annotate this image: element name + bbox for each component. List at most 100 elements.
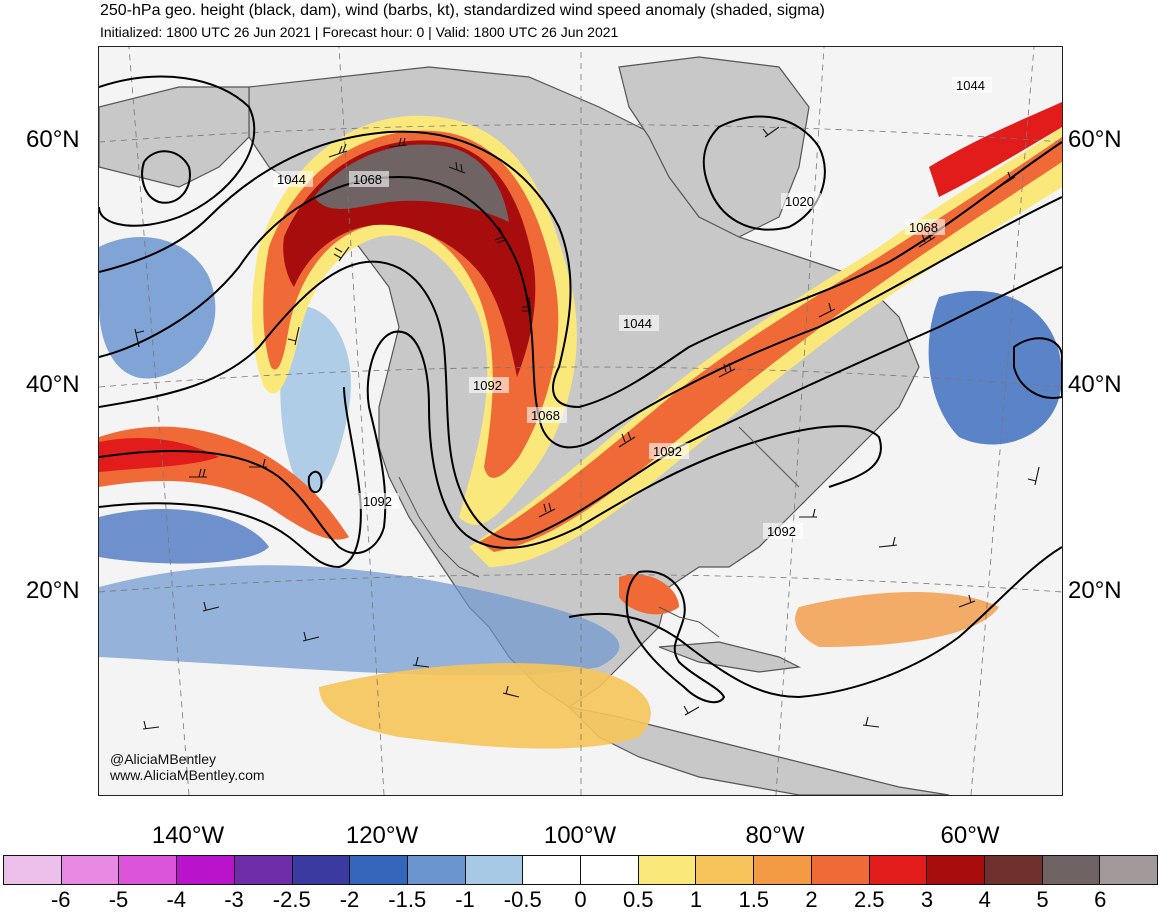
- lat-label-left: 20°N: [26, 577, 80, 604]
- contour-label: 1092: [473, 378, 502, 393]
- colorbar-tick-label: -6: [50, 887, 71, 912]
- cuba-island: [658, 641, 802, 673]
- anomaly-blue-tropics: [99, 565, 620, 676]
- graticule: [99, 47, 1062, 795]
- lon-label: 100°W: [543, 822, 617, 849]
- colorbar-cell: [407, 856, 466, 884]
- anomaly-orange-gulf: [619, 574, 679, 615]
- wind-barb: [538, 502, 556, 518]
- wind-barb: [202, 601, 220, 612]
- colorbar-cell: [465, 856, 524, 884]
- contour-label: 1068: [353, 172, 382, 187]
- colorbar-tick-label: 4: [978, 887, 991, 912]
- colorbar-cell: [927, 856, 985, 884]
- lat-label-left: 40°N: [26, 371, 80, 398]
- colorbar-tick-label: 0.5: [622, 887, 654, 912]
- wind-barb: [134, 328, 145, 348]
- colorbar-cell: [811, 856, 870, 884]
- coastlines: [398, 426, 800, 638]
- colorbar-tick-label: 3: [920, 887, 934, 912]
- credit-website: www.AliciaMBentley.com: [110, 767, 265, 783]
- chart-title: 250-hPa geo. height (black, dam), wind (…: [100, 2, 825, 19]
- anomaly-yellow-tropics: [319, 663, 651, 749]
- anomaly-orange-jet-east: [479, 137, 1062, 552]
- colorbar-tick-label: -3: [224, 887, 244, 912]
- colorbar-tick-label: -5: [108, 887, 129, 912]
- lon-label: 120°W: [345, 822, 419, 849]
- wind-barb: [287, 326, 300, 346]
- anomaly-blue-west: [280, 305, 351, 493]
- anomaly-grey-core: [314, 144, 509, 222]
- colorbar-cell: [292, 856, 351, 884]
- contour-label: 1092: [653, 444, 682, 459]
- contour-label: 1092: [767, 524, 796, 539]
- colorbar-cell: [696, 856, 755, 884]
- lat-label-right: 20°N: [1068, 577, 1122, 604]
- wind-barb: [878, 536, 898, 548]
- contour-label: 1044: [277, 172, 306, 187]
- lon-label: 140°W: [151, 822, 225, 849]
- lat-label-right: 40°N: [1068, 371, 1122, 398]
- lon-label: 80°W: [745, 822, 805, 849]
- wind-barb: [494, 226, 508, 244]
- colorbar-tick-label: 0: [574, 887, 587, 912]
- wind-barb: [502, 685, 520, 698]
- colorbar: [3, 855, 1158, 885]
- wind-barb: [333, 246, 350, 262]
- contour-6: [99, 330, 882, 554]
- contour-10: [568, 546, 1062, 699]
- colorbar-tick-label: -0.5: [503, 887, 542, 912]
- chart-subtitle: Initialized: 1800 UTC 26 Jun 2021 | Fore…: [100, 24, 619, 40]
- colorbar-cell: [754, 856, 812, 884]
- wind-barb: [818, 302, 836, 318]
- contour-7: [99, 386, 362, 569]
- colorbar-cell: [1042, 856, 1101, 884]
- colorbar-cell: [984, 856, 1043, 884]
- contour-label: 1044: [956, 78, 985, 93]
- colorbar-tick-label: 1.5: [738, 887, 770, 912]
- credit-handle: @AliciaMBentley: [110, 751, 217, 767]
- wind-barb: [998, 171, 1016, 188]
- contour-label: 1092: [363, 494, 392, 509]
- contour-1: [99, 75, 256, 227]
- contour-label: 1020: [785, 194, 814, 209]
- alaska-landmass: [99, 86, 250, 188]
- wind-barb: [249, 458, 267, 468]
- contour-5: [99, 260, 1062, 541]
- anomaly-blue-pacific: [99, 237, 216, 379]
- anomaly-red-jet-south: [99, 437, 219, 472]
- colorbar-cell: [350, 856, 408, 884]
- wind-barb: [522, 296, 532, 316]
- wind-barb: [862, 716, 880, 728]
- colorbar-tick-label: 1: [689, 887, 703, 912]
- colorbar-cell: [234, 856, 293, 884]
- contour-labels: 1044 1068 1044 1020 1068 1044 1092 1068 …: [273, 77, 992, 539]
- map-panel: 1044 1068 1044 1020 1068 1044 1092 1068 …: [98, 46, 1063, 796]
- wind-barb: [718, 362, 736, 378]
- contour-11: [1013, 337, 1062, 399]
- wind-barb: [683, 705, 700, 716]
- colorbar-cell: [4, 856, 62, 884]
- colorbar-tick-label: 2.5: [853, 887, 885, 912]
- contour-12: [702, 115, 826, 231]
- colorbar-tick-label: -4: [166, 887, 187, 912]
- colorbar-cell: [119, 856, 178, 884]
- colorbar-cell: [638, 856, 697, 884]
- wind-barb: [412, 656, 430, 668]
- colorbar-tick-label: 2: [805, 887, 818, 912]
- contour-3: [99, 130, 1062, 409]
- colorbar-tick-label: -1: [455, 887, 475, 912]
- colorbar-tick-label: 6: [1094, 887, 1107, 912]
- wind-barb: [448, 161, 466, 174]
- wind-barb: [302, 631, 320, 642]
- anomaly-shading: [99, 102, 1062, 749]
- wind-barb: [1027, 466, 1040, 486]
- map-canvas: 1044 1068 1044 1020 1068 1044 1092 1068 …: [99, 47, 1062, 795]
- colorbar-cell: [1100, 856, 1158, 884]
- lat-label-right: 60°N: [1068, 126, 1122, 153]
- contour-4: [99, 175, 1062, 449]
- wind-barb: [388, 137, 408, 148]
- colorbar-cell: [61, 856, 120, 884]
- wind-barb: [762, 126, 780, 138]
- colorbar-tick-label: -2: [339, 887, 360, 912]
